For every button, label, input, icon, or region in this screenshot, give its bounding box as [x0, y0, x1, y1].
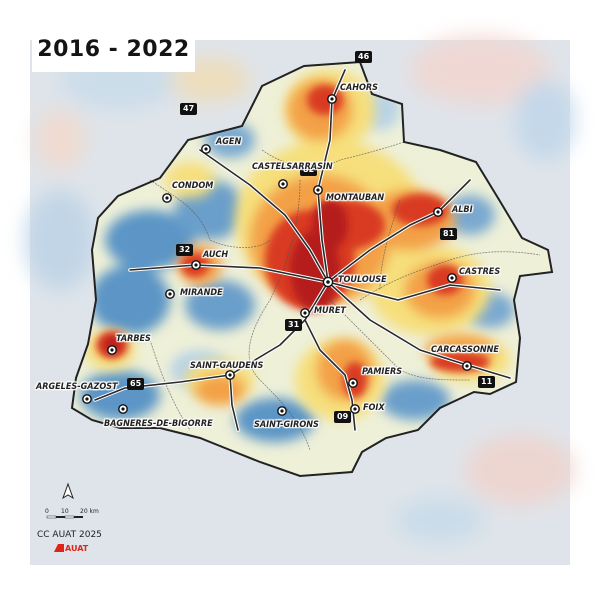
- city-label: CONDOM: [172, 181, 214, 191]
- city-label: CASTELSARRASIN: [252, 162, 333, 172]
- department-badge: 47: [180, 103, 198, 115]
- city-marker-icon: [278, 179, 288, 189]
- city-marker-icon: [462, 361, 472, 371]
- city-marker-icon: [165, 289, 175, 299]
- city-label: TOULOUSE: [338, 275, 387, 285]
- city-marker-icon: [118, 404, 128, 414]
- city-label: TARBES: [116, 334, 151, 344]
- city-marker-icon: [107, 345, 117, 355]
- city-markers: [82, 94, 472, 416]
- city-marker-icon: [350, 404, 360, 414]
- department-badge: 46: [355, 51, 373, 63]
- city-label: ARGELES-GAZOST: [36, 382, 118, 392]
- city-label: PAMIERS: [362, 367, 403, 377]
- city-label: SAINT-GIRONS: [254, 420, 319, 430]
- city-marker-icon: [162, 193, 172, 203]
- city-label: CASTRES: [459, 267, 501, 277]
- auat-logo: AUAT: [54, 543, 88, 553]
- department-badge: 11: [478, 376, 496, 388]
- city-marker-icon: [322, 276, 334, 288]
- map-title: 2016 - 2022: [37, 36, 190, 62]
- department-badge: 09: [334, 411, 352, 423]
- department-badge: 31: [285, 319, 303, 331]
- city-marker-icon: [433, 207, 443, 217]
- city-marker-icon: [277, 406, 287, 416]
- city-marker-icon: [300, 308, 310, 318]
- city-label: BAGNERES-DE-BIGORRE: [104, 419, 213, 429]
- department-badge: 32: [176, 244, 194, 256]
- logo-mark-icon: [54, 544, 64, 552]
- scale-bar: [46, 482, 83, 519]
- city-label: AUCH: [203, 250, 229, 260]
- city-marker-icon: [191, 260, 201, 270]
- city-label: MONTAUBAN: [326, 193, 385, 203]
- copyright-credit: CC AUAT 2025: [37, 530, 102, 540]
- scale-tick-label: 0: [45, 508, 49, 515]
- city-label: AGEN: [216, 137, 242, 147]
- city-marker-icon: [82, 394, 92, 404]
- city-label: CAHORS: [340, 83, 378, 93]
- region-outline: [70, 60, 554, 478]
- city-label: ALBI: [452, 205, 473, 215]
- scale-tick-label: 10: [61, 508, 69, 515]
- department-badge: 65: [127, 378, 145, 390]
- city-label: MIRANDE: [180, 288, 223, 298]
- city-marker-icon: [313, 185, 323, 195]
- title-panel: 2016 - 2022: [32, 26, 195, 72]
- city-marker-icon: [201, 144, 211, 154]
- city-marker-icon: [225, 370, 235, 380]
- department-borders: [149, 141, 541, 451]
- city-label: MURET: [314, 306, 346, 316]
- city-marker-icon: [447, 273, 457, 283]
- city-marker-icon: [327, 94, 337, 104]
- city-label: CARCASSONNE: [431, 345, 499, 355]
- logo-text: AUAT: [65, 543, 89, 553]
- city-marker-icon: [348, 378, 358, 388]
- scale-tick-label: 20 km: [80, 508, 99, 515]
- city-label: SAINT-GAUDENS: [190, 361, 264, 371]
- city-label: FOIX: [363, 403, 385, 413]
- department-badge: 81: [440, 228, 458, 240]
- department-badge: 82: [300, 164, 318, 176]
- north-arrow-icon: [62, 482, 74, 500]
